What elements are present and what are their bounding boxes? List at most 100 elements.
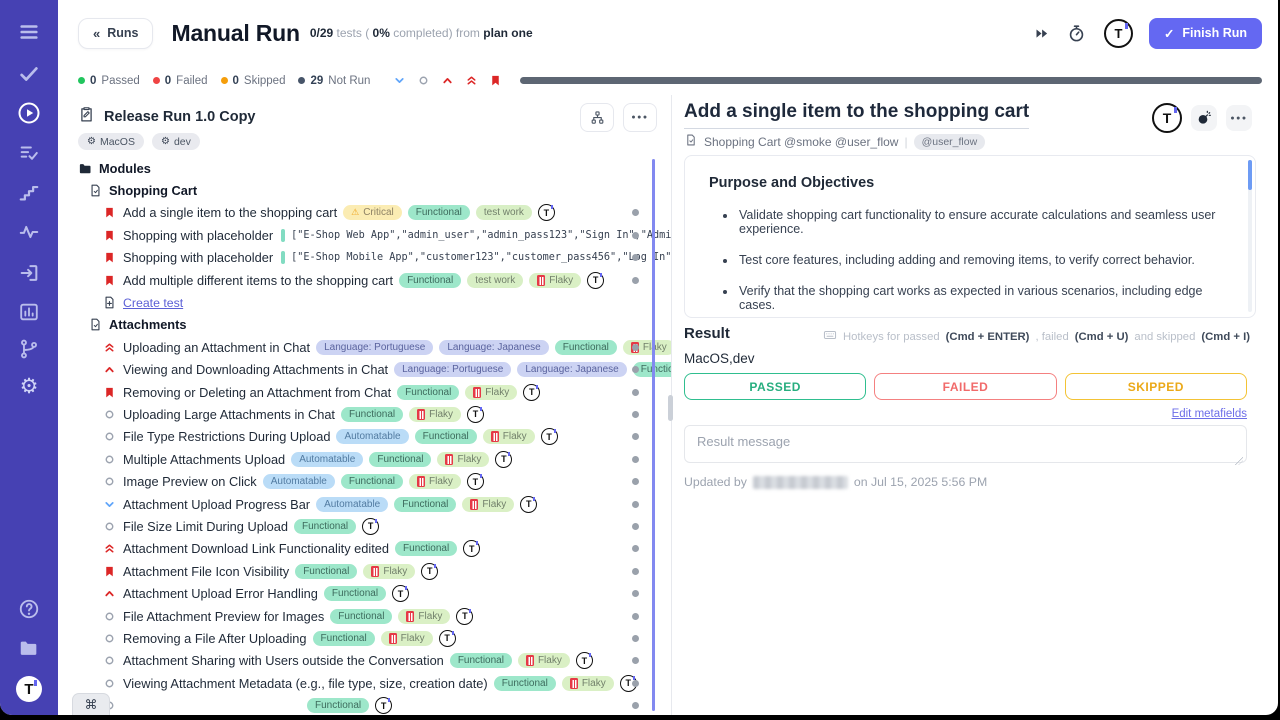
tag-flaky[interactable]: Flaky (409, 474, 461, 490)
test-row[interactable]: Attachment Upload Progress Bar Automatabl… (58, 493, 671, 515)
tag-functional[interactable]: Functional (493, 675, 556, 691)
tag-functional[interactable]: Functional (632, 362, 671, 378)
tag-flaky[interactable]: Flaky (363, 563, 416, 579)
tag-automatable[interactable]: Automatable (262, 474, 335, 490)
sidebar-settings-icon[interactable]: ⚙ (19, 375, 39, 398)
tag-testwork[interactable]: test work (467, 272, 524, 288)
tag-functional[interactable]: Functional (399, 272, 462, 288)
env-tag-dev[interactable]: ⚙ dev (151, 133, 200, 150)
test-row[interactable]: Attachment Download Link Functionality e… (58, 538, 671, 560)
description-scrollbar[interactable] (1248, 160, 1252, 312)
filter-chevs-up-icon[interactable] (465, 74, 478, 87)
tag-automatable[interactable]: Automatable (336, 429, 409, 445)
tree-folder-row[interactable]: Modules (58, 157, 671, 179)
tag-testwork[interactable]: test work (475, 205, 532, 221)
tag-flaky[interactable]: Flaky (517, 653, 570, 669)
test-row[interactable]: Add multiple different items to the shop… (58, 269, 671, 291)
tag-flaky[interactable]: Flaky (409, 406, 462, 422)
tag-automatable[interactable]: Automatable (291, 451, 364, 467)
filter-chev-up-icon[interactable] (441, 74, 454, 87)
tag-flaky[interactable]: Flaky (529, 272, 582, 288)
sidebar-import-icon[interactable] (0, 262, 58, 284)
test-row[interactable]: File Size Limit During Upload Functional T (58, 515, 671, 537)
tag-functional[interactable]: Functional (369, 451, 432, 467)
sidebar-checklist-icon[interactable] (0, 142, 58, 164)
test-row[interactable]: Viewing Attachment Metadata (e.g., file … (58, 672, 671, 694)
test-row[interactable]: Uploading Large Attachments in Chat Funct… (58, 403, 671, 425)
test-row[interactable]: File Attachment Preview for Images Functi… (58, 605, 671, 627)
retry-timer-icon[interactable] (1067, 24, 1086, 43)
sidebar-tasks-icon[interactable] (0, 63, 58, 85)
sidebar-reports-icon[interactable] (0, 301, 58, 323)
test-row[interactable]: Shopping with placeholder ["E-Shop Mobile… (58, 247, 671, 269)
tag-automatable[interactable]: Automatable (316, 496, 389, 512)
skipped-button[interactable]: SKIPPED (1064, 373, 1247, 400)
test-row[interactable]: File Type Restrictions During Upload Auto… (58, 426, 671, 448)
tag-flaky[interactable]: Flaky (561, 675, 614, 691)
test-row[interactable]: Multiple Attachments Upload Automatable Fu… (58, 448, 671, 470)
tag-flaky[interactable]: Flaky (465, 384, 518, 400)
tag-lang[interactable]: Language: Portuguese (316, 339, 434, 355)
tag-functional[interactable]: Functional (414, 429, 477, 445)
sidebar-logo-icon[interactable]: T (0, 676, 58, 702)
tag-flaky[interactable]: Flaky (462, 496, 515, 512)
tag-flaky[interactable]: Flaky (437, 451, 490, 467)
tag-lang[interactable]: Language: Portuguese (394, 362, 512, 378)
detail-more-button[interactable]: ●●● (1226, 105, 1252, 131)
testomat-logo-icon[interactable]: T (1103, 18, 1133, 48)
sidebar-help-icon[interactable] (0, 598, 58, 620)
tree-view-button[interactable] (580, 102, 614, 132)
more-options-button[interactable]: ●●● (623, 102, 657, 132)
test-row[interactable]: Functional T (58, 694, 671, 715)
test-detail-title[interactable]: Add a single item to the shopping cart (684, 101, 1030, 129)
test-row[interactable]: Removing or Deleting an Attachment from … (58, 381, 671, 403)
passed-button[interactable]: PASSED (684, 373, 867, 400)
back-to-runs-button[interactable]: « Runs (78, 17, 154, 49)
resize-handle-icon[interactable] (1235, 457, 1243, 465)
test-row[interactable]: Uploading an Attachment in Chat Language:… (58, 336, 671, 358)
tag-functional[interactable]: Functional (323, 586, 387, 602)
sidebar-branch-icon[interactable] (0, 338, 58, 360)
tree-file-row[interactable]: Attachments (58, 314, 671, 336)
tag-flaky[interactable]: Flaky (380, 630, 433, 646)
sidebar-folder-icon[interactable] (0, 637, 58, 659)
fast-forward-icon[interactable] (1034, 26, 1049, 41)
create-test-link[interactable]: Create test (123, 295, 184, 310)
sidebar-activity-icon[interactable] (0, 221, 58, 243)
command-key-button[interactable]: ⌘ (72, 693, 110, 715)
tag-functional[interactable]: Functional (397, 384, 460, 400)
tag-functional[interactable]: Functional (312, 630, 375, 646)
test-row[interactable]: Attachment File Icon Visibility Functiona… (58, 560, 671, 582)
test-row[interactable]: Attachment Upload Error Handling Function… (58, 582, 671, 604)
filter-circle-o-icon[interactable] (417, 74, 430, 87)
tag-functional[interactable]: Functional (449, 653, 512, 669)
tree-scrollbar[interactable] (652, 159, 655, 711)
result-message-input[interactable] (684, 425, 1247, 463)
tag-lang[interactable]: Language: Japanese (517, 362, 627, 378)
sidebar-runs-icon[interactable] (0, 101, 58, 125)
tag-lang[interactable]: Language: Japanese (439, 339, 549, 355)
testomat-logo-icon[interactable]: T (1152, 103, 1182, 133)
test-row[interactable]: Shopping with placeholder ["E-Shop Web Ap… (58, 224, 671, 246)
failed-button[interactable]: FAILED (874, 373, 1057, 400)
filter-chev-down-icon[interactable] (393, 74, 406, 87)
tag-flaky[interactable]: Flaky (482, 429, 535, 445)
test-row[interactable]: Removing a File After Uploading Functiona… (58, 627, 671, 649)
env-tag-macos[interactable]: ⚙ MacOS (78, 133, 144, 150)
test-row[interactable]: Add a single item to the shopping cart ⚠ C… (58, 201, 671, 225)
tag-flaky[interactable]: Flaky (622, 339, 671, 355)
pane-resize-handle[interactable] (668, 395, 673, 421)
tag-functional[interactable]: Functional (340, 474, 404, 490)
tag-functional[interactable]: Functional (295, 563, 358, 579)
filter-flag-icon[interactable] (489, 74, 502, 87)
tag-functional[interactable]: Functional (394, 496, 457, 512)
user-flow-tag[interactable]: @user_flow (913, 133, 986, 150)
tag-functional[interactable]: Functional (407, 205, 470, 221)
tag-functional[interactable]: Functional (330, 608, 393, 624)
tag-functional[interactable]: Functional (294, 518, 357, 534)
finish-run-button[interactable]: ✓ Finish Run (1148, 17, 1262, 49)
sidebar-steps-icon[interactable] (0, 182, 58, 204)
tag-flaky[interactable]: Flaky (398, 608, 451, 624)
tag-functional[interactable]: Functional (395, 541, 458, 557)
test-row[interactable]: Image Preview on Click Automatable Functio… (58, 470, 671, 492)
